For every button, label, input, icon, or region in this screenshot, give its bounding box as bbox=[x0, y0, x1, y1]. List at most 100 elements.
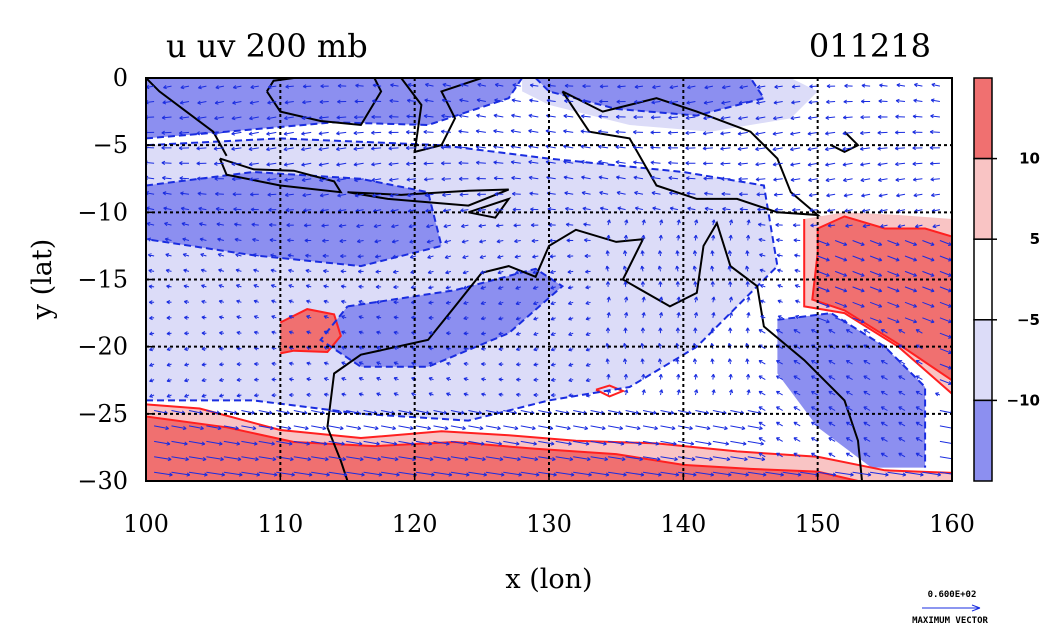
wind-vector-264 bbox=[737, 161, 748, 167]
wind-vector-488 bbox=[641, 234, 646, 241]
wind-vector-768 bbox=[710, 327, 715, 334]
wind-vector-722 bbox=[711, 312, 716, 318]
wind-vector-917 bbox=[898, 375, 906, 381]
wind-vector-951 bbox=[694, 389, 699, 396]
wind-vector-335 bbox=[372, 193, 382, 198]
wind-vector-761 bbox=[585, 331, 591, 336]
wind-vector-293 bbox=[441, 176, 451, 182]
wind-vector-1076 bbox=[468, 440, 485, 446]
wind-vector-144 bbox=[248, 131, 259, 136]
wind-vector-464 bbox=[217, 237, 225, 242]
wind-vector-901 bbox=[623, 373, 628, 380]
wind-vector-1009 bbox=[898, 406, 906, 411]
wind-vector-1179 bbox=[660, 471, 680, 477]
wind-vector-65 bbox=[476, 98, 486, 103]
wind-vector-60 bbox=[389, 98, 399, 104]
wind-vector-526 bbox=[497, 254, 504, 259]
wind-vector-478 bbox=[461, 239, 469, 244]
wind-vector-754 bbox=[463, 331, 469, 336]
wind-vector-1162 bbox=[363, 471, 383, 477]
wind-vector-370 bbox=[180, 206, 190, 211]
wind-vector-834 bbox=[254, 361, 259, 367]
wind-vector-460 bbox=[147, 237, 155, 242]
wind-vector-199 bbox=[405, 145, 417, 151]
wind-vector-416 bbox=[181, 222, 190, 227]
wind-vector-743 bbox=[271, 330, 277, 335]
wind-vector-186 bbox=[178, 145, 190, 151]
wind-vector-1123 bbox=[485, 456, 504, 462]
wind-vector-175 bbox=[790, 131, 801, 136]
wind-vector-1121 bbox=[450, 456, 469, 462]
wind-vector-173 bbox=[755, 131, 766, 136]
wind-vector-927 bbox=[271, 393, 277, 398]
wind-vector-739 bbox=[201, 331, 207, 336]
wind-vector-639 bbox=[869, 286, 883, 293]
wind-vector-362 bbox=[843, 193, 853, 198]
wind-vector-1167 bbox=[450, 471, 470, 477]
wind-vector-598 bbox=[148, 284, 155, 289]
wind-vector-1099 bbox=[863, 437, 871, 442]
wind-vector-890 bbox=[428, 376, 434, 381]
wind-vector-1177 bbox=[625, 471, 645, 477]
wind-vector-302 bbox=[598, 175, 609, 180]
wind-vector-1103 bbox=[939, 440, 952, 444]
wind-vector-202 bbox=[458, 145, 469, 150]
wind-vector-328 bbox=[249, 192, 259, 197]
wind-vector-279 bbox=[196, 176, 207, 181]
wind-vector-292 bbox=[423, 177, 434, 182]
wind-vector-54 bbox=[284, 100, 294, 105]
wind-vector-106 bbox=[388, 114, 399, 119]
wind-vector-611 bbox=[375, 284, 382, 290]
wind-vector-49 bbox=[197, 100, 207, 105]
wind-vector-287 bbox=[336, 177, 347, 183]
wind-vector-141 bbox=[196, 131, 207, 136]
wind-vector-442 bbox=[641, 219, 646, 226]
wind-vector-1053 bbox=[863, 421, 871, 427]
wind-vector-753 bbox=[446, 331, 451, 336]
wind-vector-677 bbox=[728, 296, 733, 303]
wind-vector-518 bbox=[357, 254, 364, 259]
wind-vector-532 bbox=[605, 250, 610, 257]
wind-vector-842 bbox=[393, 361, 399, 366]
wind-vector-680 bbox=[777, 299, 783, 304]
wind-vector-1050 bbox=[810, 421, 818, 427]
wind-vector-939 bbox=[481, 392, 487, 397]
y-tick-label-6: −30 bbox=[77, 467, 128, 495]
wind-vector-826 bbox=[915, 344, 923, 350]
wind-vector-874 bbox=[149, 378, 155, 383]
wind-vector-1112 bbox=[293, 456, 312, 462]
wind-vector-340 bbox=[459, 192, 469, 197]
wind-vector-219 bbox=[755, 146, 766, 152]
wind-vector-786 bbox=[219, 346, 224, 351]
wind-vector-62 bbox=[424, 98, 434, 103]
wind-vector-854 bbox=[605, 358, 610, 365]
wind-vector-1173 bbox=[555, 471, 575, 477]
positive-contour-2 bbox=[803, 219, 952, 395]
wind-vector-149 bbox=[336, 131, 347, 136]
wind-vector-744 bbox=[288, 330, 294, 335]
wind-vector-137 bbox=[930, 114, 940, 119]
wind-vector-994 bbox=[642, 410, 657, 415]
wind-vector-630 bbox=[710, 281, 715, 287]
wind-vector-440 bbox=[606, 219, 611, 226]
wind-vector-672 bbox=[641, 296, 646, 303]
wind-vector-664 bbox=[498, 301, 504, 306]
wind-vector-1156 bbox=[258, 471, 278, 477]
x-tick-label-130: 130 bbox=[526, 510, 572, 538]
wind-vector-244 bbox=[388, 161, 399, 167]
wind-vector-548 bbox=[887, 255, 900, 262]
wind-vector-369 bbox=[163, 206, 172, 211]
wind-vector-371 bbox=[198, 206, 207, 211]
wind-vector-236 bbox=[248, 162, 259, 167]
wind-vector-891 bbox=[446, 377, 452, 382]
wind-vector-758 bbox=[533, 331, 539, 336]
wind-vector-415 bbox=[164, 221, 172, 227]
wind-vector-546 bbox=[852, 255, 865, 262]
wind-vector-448 bbox=[746, 219, 751, 226]
wind-vector-962 bbox=[880, 390, 888, 396]
wind-vector-1190 bbox=[852, 471, 872, 477]
wind-vector-707 bbox=[446, 315, 451, 321]
negative-contour-1 bbox=[146, 170, 443, 268]
wind-vector-389 bbox=[512, 207, 521, 212]
wind-vector-629 bbox=[693, 281, 698, 287]
